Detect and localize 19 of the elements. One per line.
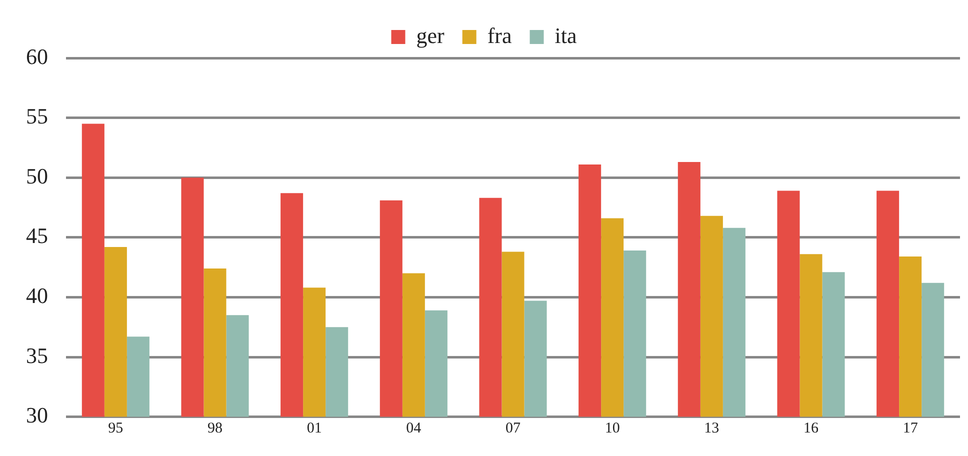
- x-tick-label: 16: [804, 420, 819, 437]
- x-tick-label: 17: [902, 420, 918, 437]
- y-tick-label: 50: [26, 163, 48, 188]
- x-tick-label: 07: [506, 420, 521, 437]
- legend-label: ger: [416, 22, 446, 48]
- x-tick-label: 13: [704, 420, 720, 437]
- x-tick-label: 10: [604, 420, 620, 437]
- y-tick-label: 40: [26, 282, 48, 308]
- legend-label: fra: [487, 22, 512, 48]
- x-tick-label: 04: [406, 420, 422, 437]
- y-tick-label: 35: [26, 342, 48, 368]
- y-tick-label: 30: [26, 402, 48, 428]
- y-tick-label: 45: [26, 223, 48, 248]
- x-tick-label: 01: [306, 420, 322, 437]
- y-tick-label: 55: [26, 104, 48, 129]
- x-tick-label: 95: [108, 420, 124, 437]
- y-tick-label: 60: [26, 44, 48, 69]
- x-tick-label: 98: [208, 420, 222, 437]
- legend-label: ita: [554, 22, 577, 48]
